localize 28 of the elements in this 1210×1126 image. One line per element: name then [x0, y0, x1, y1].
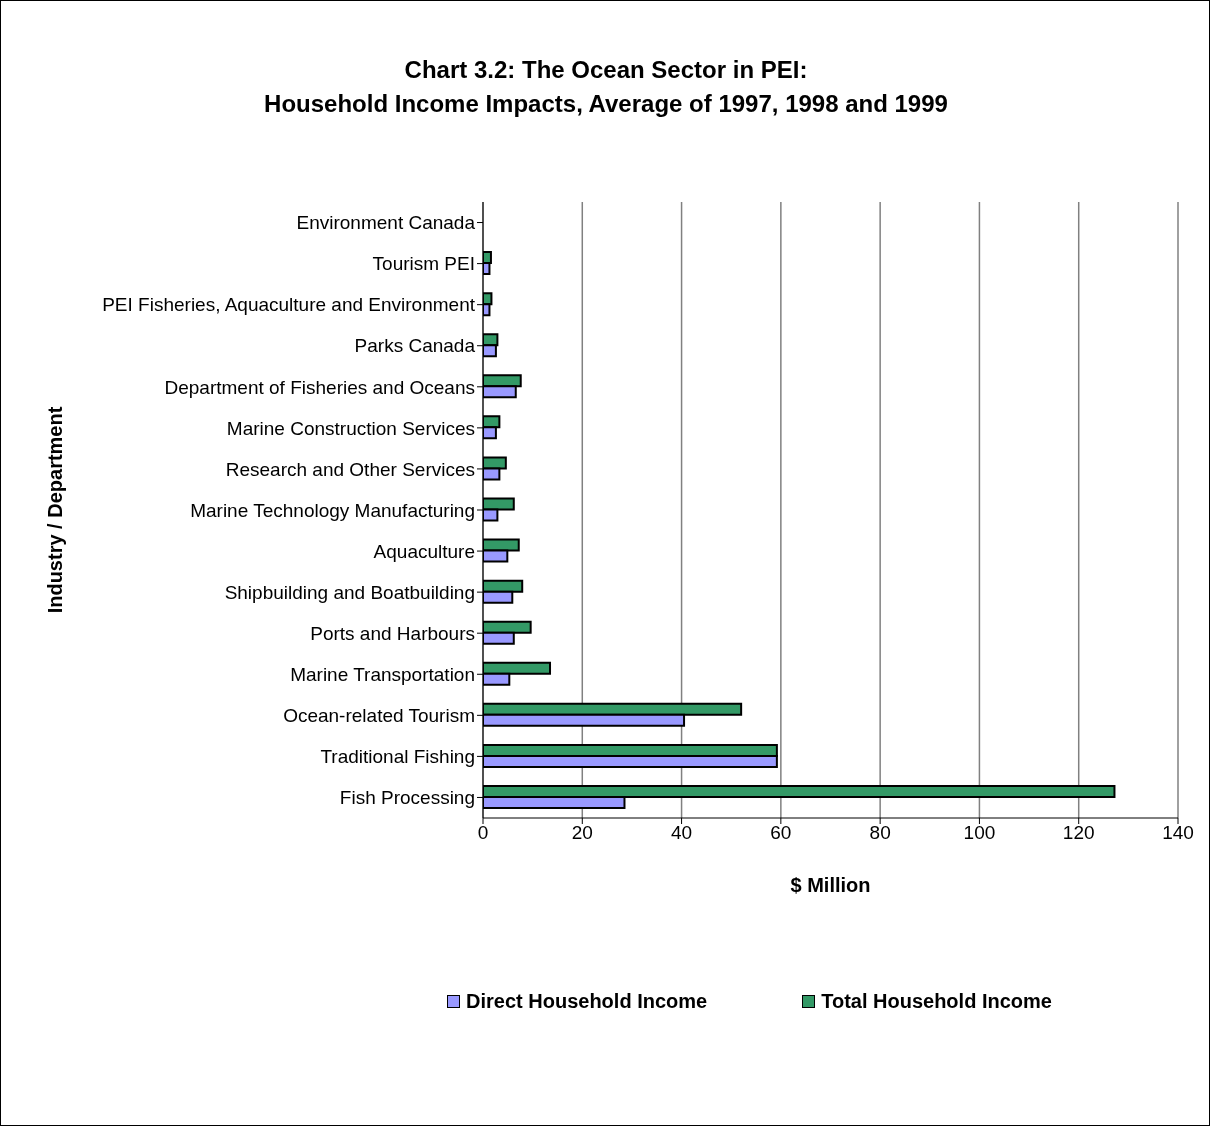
y-tick-label: Ports and Harbours: [310, 622, 475, 644]
y-tick-label: Aquaculture: [373, 540, 475, 562]
y-tick-label: Department of Fisheries and Oceans: [164, 376, 475, 398]
x-tick-label: 20: [571, 822, 593, 844]
x-tick-label: 140: [1162, 822, 1194, 844]
y-tick-label: Marine Transportation: [290, 664, 475, 686]
x-tick-label: 40: [671, 822, 693, 844]
y-tick-label: Tourism PEI: [372, 253, 475, 275]
y-tick-label: Environment Canada: [296, 212, 476, 234]
y-tick-label: Research and Other Services: [225, 458, 475, 480]
x-tick-label: 0: [477, 822, 489, 844]
chart-title: Chart 3.2: The Ocean Sector in PEI: Household Income Impacts, Average of 1997, 1998 and 1999: [263, 55, 949, 119]
y-axis-title: Industry / Department: [44, 406, 67, 614]
y-tick-label: Fish Processing: [339, 787, 475, 809]
x-tick-label: 100: [963, 822, 996, 844]
x-tick-label: 120: [1062, 822, 1095, 844]
legend-label: Direct Household Income: [465, 990, 708, 1013]
y-tick-label: Shipbuilding and Boatbuilding: [224, 581, 475, 603]
x-axis-title: $ Million: [790, 874, 871, 896]
legend-label: Total Household Income: [820, 990, 1052, 1013]
y-tick-label: Parks Canada: [354, 335, 476, 357]
y-tick-label: Marine Construction Services: [226, 417, 475, 439]
y-tick-label: PEI Fisheries, Aquaculture and Environment: [102, 294, 476, 316]
x-tick-label: 80: [869, 822, 891, 844]
y-tick-label: Ocean-related Tourism: [283, 705, 475, 727]
y-tick-label: Marine Technology Manufacturing: [190, 499, 475, 521]
x-tick-label: 60: [770, 822, 792, 844]
y-tick-label: Traditional Fishing: [320, 746, 475, 768]
